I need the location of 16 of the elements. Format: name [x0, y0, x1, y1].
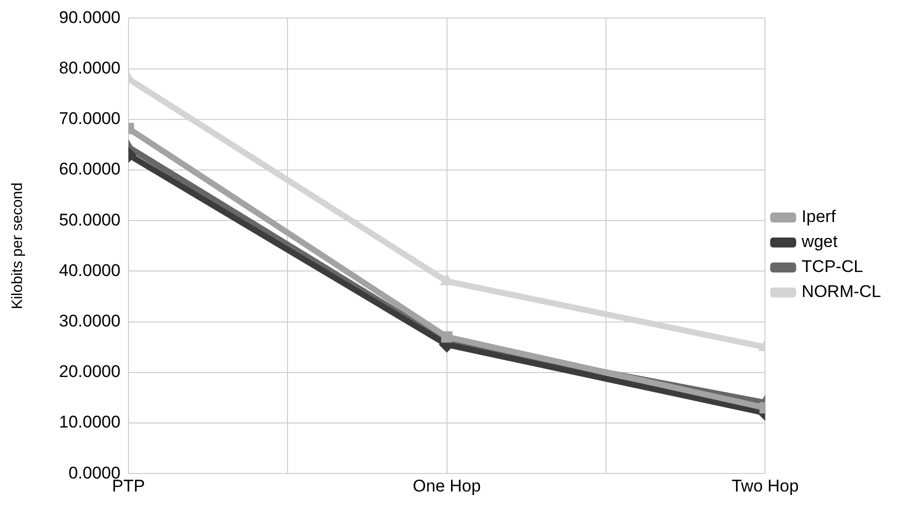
y-tick-label: 50.0000: [59, 210, 120, 230]
legend-label: NORM-CL: [802, 282, 882, 302]
legend-label: TCP-CL: [802, 257, 864, 276]
x-tick-label: Two Hop: [732, 476, 799, 496]
y-tick-label: 20.0000: [59, 362, 120, 382]
y-tick-label: 40.0000: [59, 260, 120, 280]
y-tick-label: 10.0000: [59, 412, 120, 432]
legend-label: wget: [800, 232, 838, 252]
y-tick-label: 70.0000: [59, 109, 120, 128]
x-tick-label: One Hop: [412, 476, 481, 496]
legend-label: Iperf: [802, 207, 836, 226]
y-tick-label: 30.0000: [59, 311, 120, 330]
y-tick-label: 90.0000: [59, 8, 120, 27]
y-tick-label: 80.0000: [59, 58, 120, 78]
y-tick-label: 60.0000: [59, 160, 120, 179]
y-axis-title: Kilobits per second: [9, 182, 26, 310]
